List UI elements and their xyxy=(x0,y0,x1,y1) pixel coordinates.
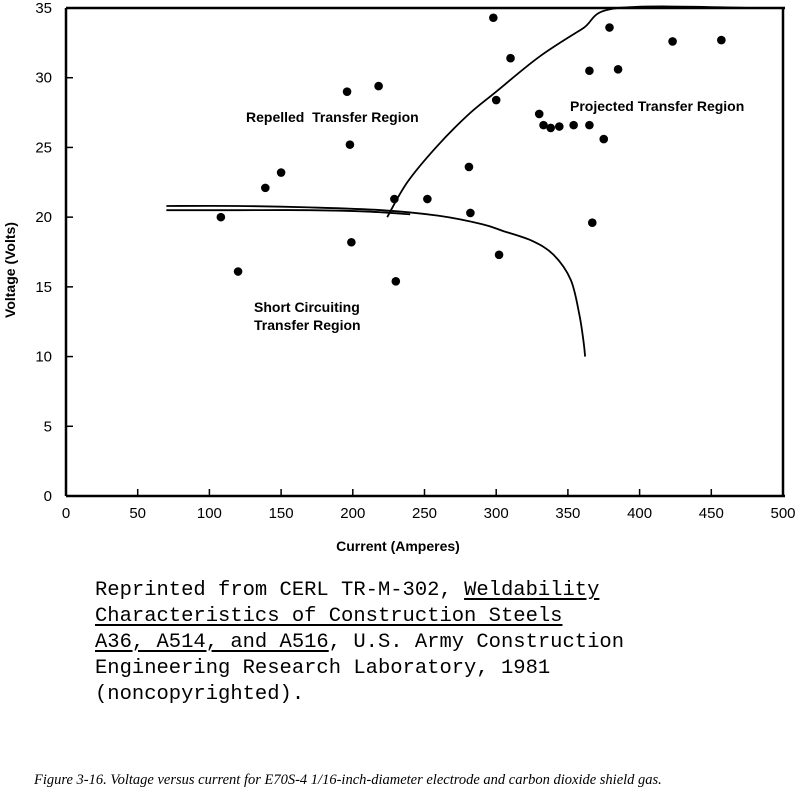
short-circuit-inner-line xyxy=(166,209,411,216)
citation-title-part1: Weldability xyxy=(464,579,600,602)
citation-block: Reprinted from CERL TR-M-302, Weldabilit… xyxy=(95,578,755,708)
data-point xyxy=(464,162,474,172)
data-point xyxy=(539,120,548,130)
data-point xyxy=(347,237,356,247)
data-point xyxy=(605,23,614,32)
region-label-short-circuiting-line2: Transfer Region xyxy=(254,317,361,333)
y-tick-label: 20 xyxy=(35,209,52,226)
data-point xyxy=(585,66,594,76)
y-ticks: 0 5 10 15 20 25 30 35 xyxy=(35,0,73,505)
region-label-short-circuiting-line1: Short Circuiting xyxy=(254,299,360,315)
data-point xyxy=(423,194,432,204)
data-point xyxy=(491,95,501,105)
data-point xyxy=(554,122,564,131)
data-point xyxy=(276,168,286,177)
short-circuit-upper-boundary xyxy=(166,204,587,357)
data-point xyxy=(390,194,399,204)
y-tick-label: 35 xyxy=(35,0,52,17)
data-point xyxy=(717,35,726,45)
data-point xyxy=(345,140,355,149)
citation-line4: Engineering Research Laboratory, 1981 xyxy=(95,657,551,680)
y-tick-label: 0 xyxy=(44,488,52,505)
data-point xyxy=(613,65,623,74)
data-point xyxy=(391,276,401,286)
data-point xyxy=(599,134,609,144)
data-points xyxy=(216,13,726,286)
x-tick-label: 350 xyxy=(555,505,580,522)
data-point xyxy=(587,218,597,228)
data-point xyxy=(494,250,504,260)
x-tick-label: 500 xyxy=(770,505,795,522)
y-tick-label: 15 xyxy=(35,279,52,296)
data-point xyxy=(233,267,243,276)
x-tick-label: 300 xyxy=(484,505,509,522)
x-tick-label: 400 xyxy=(627,505,652,522)
data-point xyxy=(569,120,578,130)
region-label-projected: Projected Transfer Region xyxy=(570,98,744,114)
region-label-repelled: Repelled Transfer Region xyxy=(246,109,419,125)
x-tick-label: 50 xyxy=(129,505,146,522)
citation-line1-prefix: Reprinted from CERL TR-M-302, xyxy=(95,579,465,602)
data-point xyxy=(585,120,594,130)
x-tick-label: 200 xyxy=(340,505,365,522)
data-point xyxy=(466,208,475,218)
y-tick-label: 10 xyxy=(35,349,52,366)
repelled-projected-boundary xyxy=(386,5,762,218)
data-point xyxy=(489,13,498,23)
y-tick-label: 30 xyxy=(35,70,52,87)
y-tick-label: 5 xyxy=(44,418,52,435)
citation-line3-suffix: , U.S. Army Construction xyxy=(328,631,624,654)
data-point xyxy=(261,183,270,193)
citation-title-part3: A36, A514, and A516 xyxy=(95,631,329,654)
x-axis-title: Current (Amperes) xyxy=(336,538,460,554)
data-point xyxy=(534,109,544,119)
y-axis-title: Voltage (Volts) xyxy=(2,222,18,318)
x-tick-label: 450 xyxy=(699,505,724,522)
data-point xyxy=(506,53,515,63)
citation-line5: (noncopyrighted). xyxy=(95,683,305,706)
x-tick-label: 250 xyxy=(412,505,437,522)
voltage-current-chart: 0 50 100 150 200 250 300 350 400 450 500 0 5 10 15 20 2… xyxy=(2,0,796,554)
data-point xyxy=(668,37,677,46)
x-tick-label: 0 xyxy=(62,505,70,522)
y-tick-label: 25 xyxy=(35,139,52,156)
data-point xyxy=(374,81,383,91)
plot-frame xyxy=(64,6,785,498)
data-point xyxy=(342,87,352,96)
figure-caption: Figure 3-16. Voltage versus current for … xyxy=(34,772,662,788)
x-tick-label: 100 xyxy=(197,505,222,522)
citation-title-part2: Characteristics of Construction Steels xyxy=(95,605,563,628)
data-point xyxy=(216,212,226,222)
region-boundaries xyxy=(166,5,762,357)
x-ticks: 0 50 100 150 200 250 300 350 400 450 500 xyxy=(62,489,796,522)
data-point xyxy=(546,123,555,133)
x-tick-label: 150 xyxy=(269,505,294,522)
